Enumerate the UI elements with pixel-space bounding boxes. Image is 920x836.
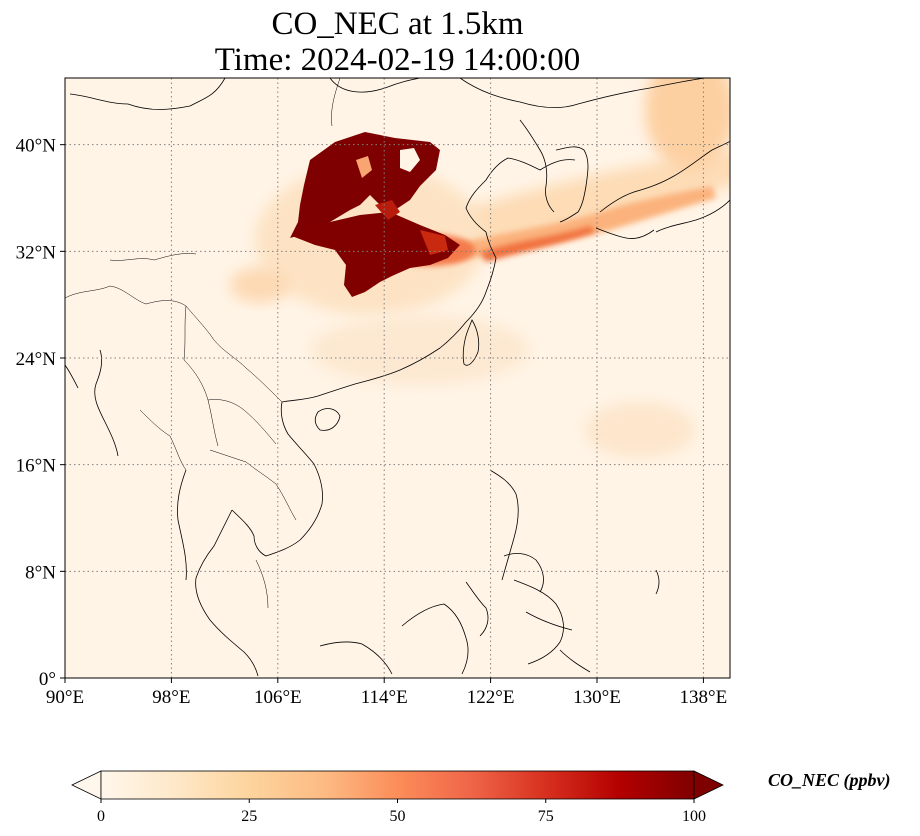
colorbar-tick-label: 100	[682, 808, 706, 825]
colorbar-bar	[100, 770, 695, 800]
x-tick-label: 90°E	[46, 687, 84, 708]
y-tick-label: 40°N	[16, 136, 57, 157]
map-panel	[65, 78, 730, 678]
country-borders	[65, 78, 341, 609]
colorbar-tick-label: 0	[97, 808, 105, 825]
colorbar-tick-label: 25	[241, 808, 257, 825]
x-tick-label: 122°E	[467, 687, 515, 708]
x-tick-label: 106°E	[254, 687, 302, 708]
map-title-line1: CO_NEC at 1.5km	[271, 6, 524, 42]
y-tick-label: 8°N	[25, 562, 56, 583]
y-tick-label: 16°N	[16, 456, 57, 477]
map-title-line2: Time: 2024-02-19 14:00:00	[214, 42, 581, 78]
colorbar-ticks: 0 25 50 75 100	[97, 799, 706, 825]
y-tick-label: 32°N	[16, 242, 57, 263]
colorbar-extend-max	[693, 770, 724, 800]
colorbar: 0 25 50 75 100	[71, 770, 724, 825]
y-tick-label: 0°	[39, 669, 56, 690]
x-tick-label: 114°E	[361, 687, 408, 708]
colorbar-extend-min	[71, 770, 102, 800]
map-frame	[64, 77, 731, 679]
y-tick-label: 24°N	[16, 349, 57, 370]
gridlines	[65, 78, 730, 678]
coastlines	[65, 78, 730, 677]
colorbar-tick-label: 50	[390, 808, 406, 825]
x-tick-label: 138°E	[680, 687, 728, 708]
x-axis: 90°E 98°E 106°E 114°E 122°E 130°E 138°E	[46, 678, 727, 708]
x-tick-label: 98°E	[152, 687, 190, 708]
concentration-field	[230, 78, 730, 458]
colorbar-tick-label: 75	[538, 808, 554, 825]
x-tick-label: 130°E	[573, 687, 621, 708]
colorbar-label: CO_NEC (ppbv)	[768, 770, 891, 790]
y-axis: 0° 8°N 16°N 24°N 32°N 40°N	[16, 136, 65, 690]
